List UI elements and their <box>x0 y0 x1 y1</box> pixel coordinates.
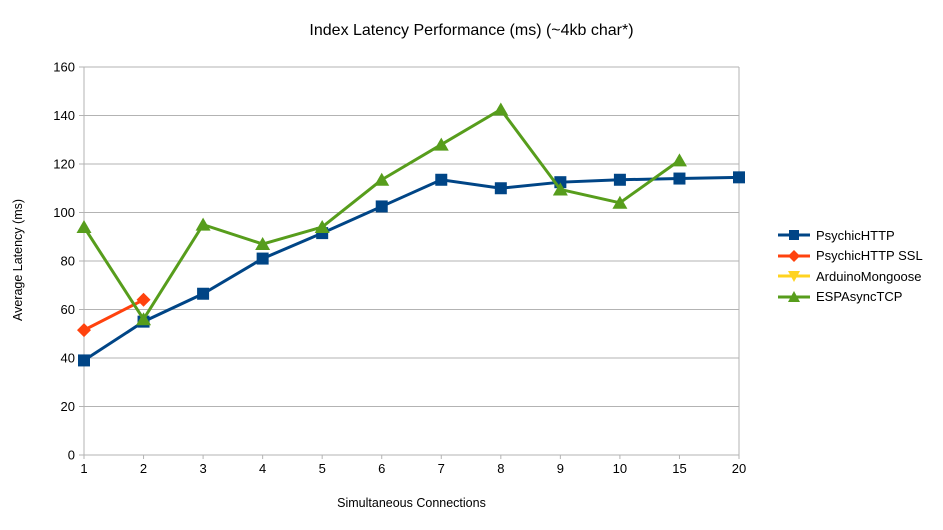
legend-swatch-psychichttp <box>778 230 810 241</box>
svg-text:40: 40 <box>61 351 75 366</box>
x-axis-title: Simultaneous Connections <box>337 496 486 510</box>
svg-text:4: 4 <box>259 461 266 476</box>
svg-text:8: 8 <box>497 461 504 476</box>
legend-label-arduinomongoose: ArduinoMongoose <box>816 268 922 284</box>
legend-label-psychichttp: PsychicHTTP <box>816 227 895 243</box>
svg-text:0: 0 <box>68 448 75 463</box>
svg-text:160: 160 <box>53 60 75 75</box>
svg-text:20: 20 <box>61 399 75 414</box>
svg-text:100: 100 <box>53 205 75 220</box>
svg-text:120: 120 <box>53 157 75 172</box>
svg-text:10: 10 <box>613 461 627 476</box>
legend-label-espasynctcp: ESPAsyncTCP <box>816 289 903 305</box>
legend-swatch-espasynctcp <box>778 290 810 302</box>
svg-text:140: 140 <box>53 108 75 123</box>
legend-swatch-arduinomongoose <box>778 271 810 283</box>
svg-text:1: 1 <box>80 461 87 476</box>
legend-label-psychichttp-ssl: PsychicHTTP SSL <box>816 248 923 264</box>
svg-text:5: 5 <box>319 461 326 476</box>
svg-text:15: 15 <box>672 461 686 476</box>
svg-text:9: 9 <box>557 461 564 476</box>
svg-text:20: 20 <box>732 461 746 476</box>
svg-text:80: 80 <box>61 254 75 269</box>
svg-text:7: 7 <box>438 461 445 476</box>
legend-item-arduinomongoose: ArduinoMongoose <box>777 266 923 287</box>
svg-text:60: 60 <box>61 302 75 317</box>
legend-swatch-psychichttp-ssl <box>778 249 810 262</box>
legend-item-espasynctcp: ESPAsyncTCP <box>777 287 923 308</box>
chart-title: Index Latency Performance (ms) (~4kb cha… <box>309 22 634 39</box>
svg-text:6: 6 <box>378 461 385 476</box>
y-axis-title: Average Latency (ms) <box>11 198 25 322</box>
legend-item-psychichttp-ssl: PsychicHTTP SSL <box>777 246 923 267</box>
chart-legend: PsychicHTTP PsychicHTTP SSL ArduinoMongo… <box>777 225 923 307</box>
legend-item-psychichttp: PsychicHTTP <box>777 225 923 246</box>
svg-text:2: 2 <box>140 461 147 476</box>
svg-text:3: 3 <box>199 461 206 476</box>
